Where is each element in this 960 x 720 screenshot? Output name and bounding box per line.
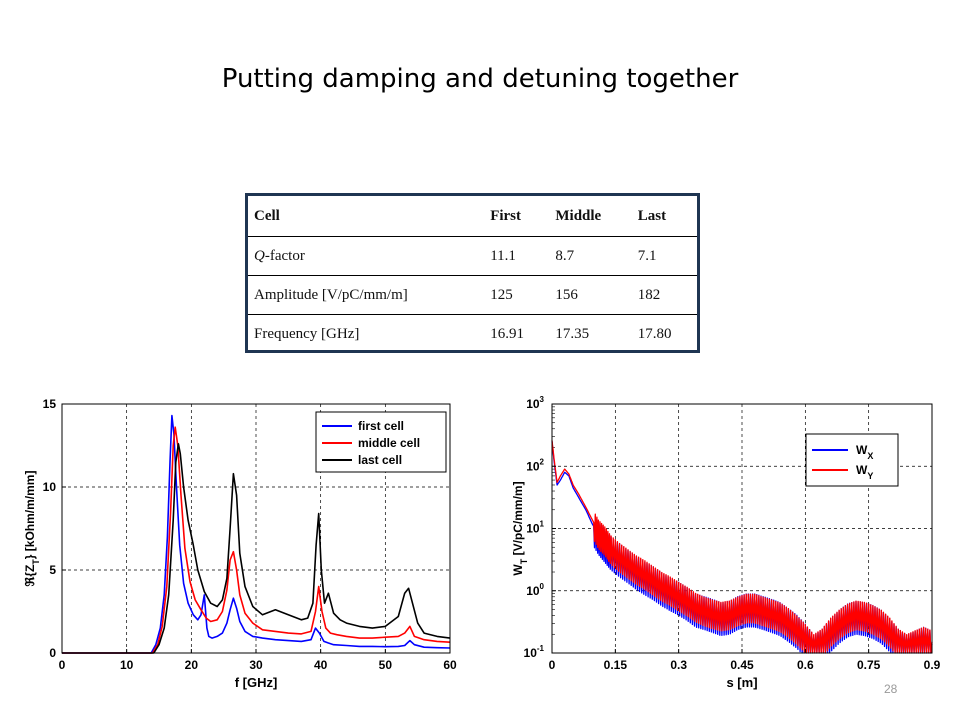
y-tick-label: 101 bbox=[526, 520, 544, 536]
y-tick-label: 102 bbox=[526, 457, 544, 473]
x-tick-label: 40 bbox=[314, 658, 328, 672]
series-line-W_Y bbox=[551, 440, 933, 654]
table-cell: 8.7 bbox=[549, 236, 632, 276]
x-tick-label: 0.75 bbox=[857, 658, 881, 672]
x-tick-label: 0.9 bbox=[924, 658, 941, 672]
slide-title: Putting damping and detuning together bbox=[221, 64, 739, 94]
y-tick-label: 100 bbox=[526, 582, 544, 598]
x-axis-label: f [GHz] bbox=[235, 675, 278, 690]
wakefield-plot: 0 0.15 0.3 0.45 0.6 0.75 0.9 10-1 100 101 102 103 s … bbox=[511, 395, 941, 690]
row-label: Q-factor bbox=[248, 236, 485, 276]
table-row: Q-factor 11.1 8.7 7.1 bbox=[248, 236, 697, 276]
table-cell: 7.1 bbox=[631, 236, 697, 276]
x-tick-label: 20 bbox=[185, 658, 199, 672]
table-cell: 11.1 bbox=[484, 236, 550, 276]
table-cell: 17.80 bbox=[637, 325, 672, 342]
y-tick-label: 5 bbox=[49, 563, 56, 577]
x-tick-label: 60 bbox=[443, 658, 457, 672]
legend-label: first cell bbox=[358, 419, 404, 433]
x-tick-label: 0 bbox=[59, 658, 66, 672]
x-tick-label: 0.6 bbox=[797, 658, 814, 672]
parameters-table: Cell First Middle Last Q-factor 11.1 8.7… bbox=[245, 193, 700, 353]
table-cell: 17.35 bbox=[555, 325, 590, 342]
y-axis-label: ℜ{ZT} [kOhm/m/mm] bbox=[23, 471, 41, 587]
series-line-middle-cell bbox=[62, 426, 451, 654]
page-number: 28 bbox=[884, 682, 898, 696]
x-tick-label: 0 bbox=[549, 658, 556, 672]
row-label: Frequency [GHz] bbox=[254, 325, 360, 342]
x-tick-label: 10 bbox=[120, 658, 134, 672]
header-cell: Cell bbox=[248, 196, 485, 237]
row-label: Amplitude [V/pC/mm/m] bbox=[248, 275, 485, 315]
x-tick-label: 0.3 bbox=[670, 658, 687, 672]
table-row: Amplitude [V/pC/mm/m] 125 156 182 bbox=[248, 275, 697, 315]
table-cell: 16.91 bbox=[490, 325, 524, 342]
x-tick-label: 0.45 bbox=[730, 658, 754, 672]
row-label-rest: -factor bbox=[264, 247, 305, 264]
table-cell: 182 bbox=[631, 275, 697, 315]
row-label-italic: Q bbox=[254, 247, 265, 264]
x-tick-label: 30 bbox=[249, 658, 263, 672]
header-cell: Last bbox=[631, 196, 697, 237]
y-tick-label: 10 bbox=[43, 480, 57, 494]
legend-box bbox=[805, 433, 899, 487]
header-cell: Middle bbox=[549, 196, 632, 237]
table-header-row: Cell First Middle Last bbox=[248, 196, 697, 237]
table-cell: 156 bbox=[549, 275, 632, 315]
series-line-last-cell bbox=[62, 443, 451, 654]
header-cell: First bbox=[484, 196, 550, 237]
y-axis-label: WT [V/pC/mm/m] bbox=[511, 481, 529, 575]
x-tick-label: 0.15 bbox=[604, 658, 628, 672]
impedance-plot: 0 10 20 30 40 50 60 0 5 10 15 f [GHz] ℜ{ZT} [kOhm/m/… bbox=[23, 397, 457, 690]
legend-label: last cell bbox=[358, 453, 402, 467]
table-row: Frequency [GHz] 16.91 17.35 17.80 bbox=[248, 315, 697, 354]
y-tick-label: 103 bbox=[526, 395, 544, 411]
legend-label: WY bbox=[856, 463, 873, 481]
y-tick-label: 10-1 bbox=[524, 644, 545, 660]
series-line-first-cell bbox=[62, 414, 451, 654]
y-tick-label: 0 bbox=[49, 646, 56, 660]
y-tick-label: 15 bbox=[43, 397, 57, 411]
x-axis-label: s [m] bbox=[726, 675, 757, 690]
table-cell: 125 bbox=[484, 275, 550, 315]
legend-label: WX bbox=[856, 443, 873, 461]
legend-label: middle cell bbox=[358, 436, 420, 450]
x-tick-label: 50 bbox=[379, 658, 393, 672]
